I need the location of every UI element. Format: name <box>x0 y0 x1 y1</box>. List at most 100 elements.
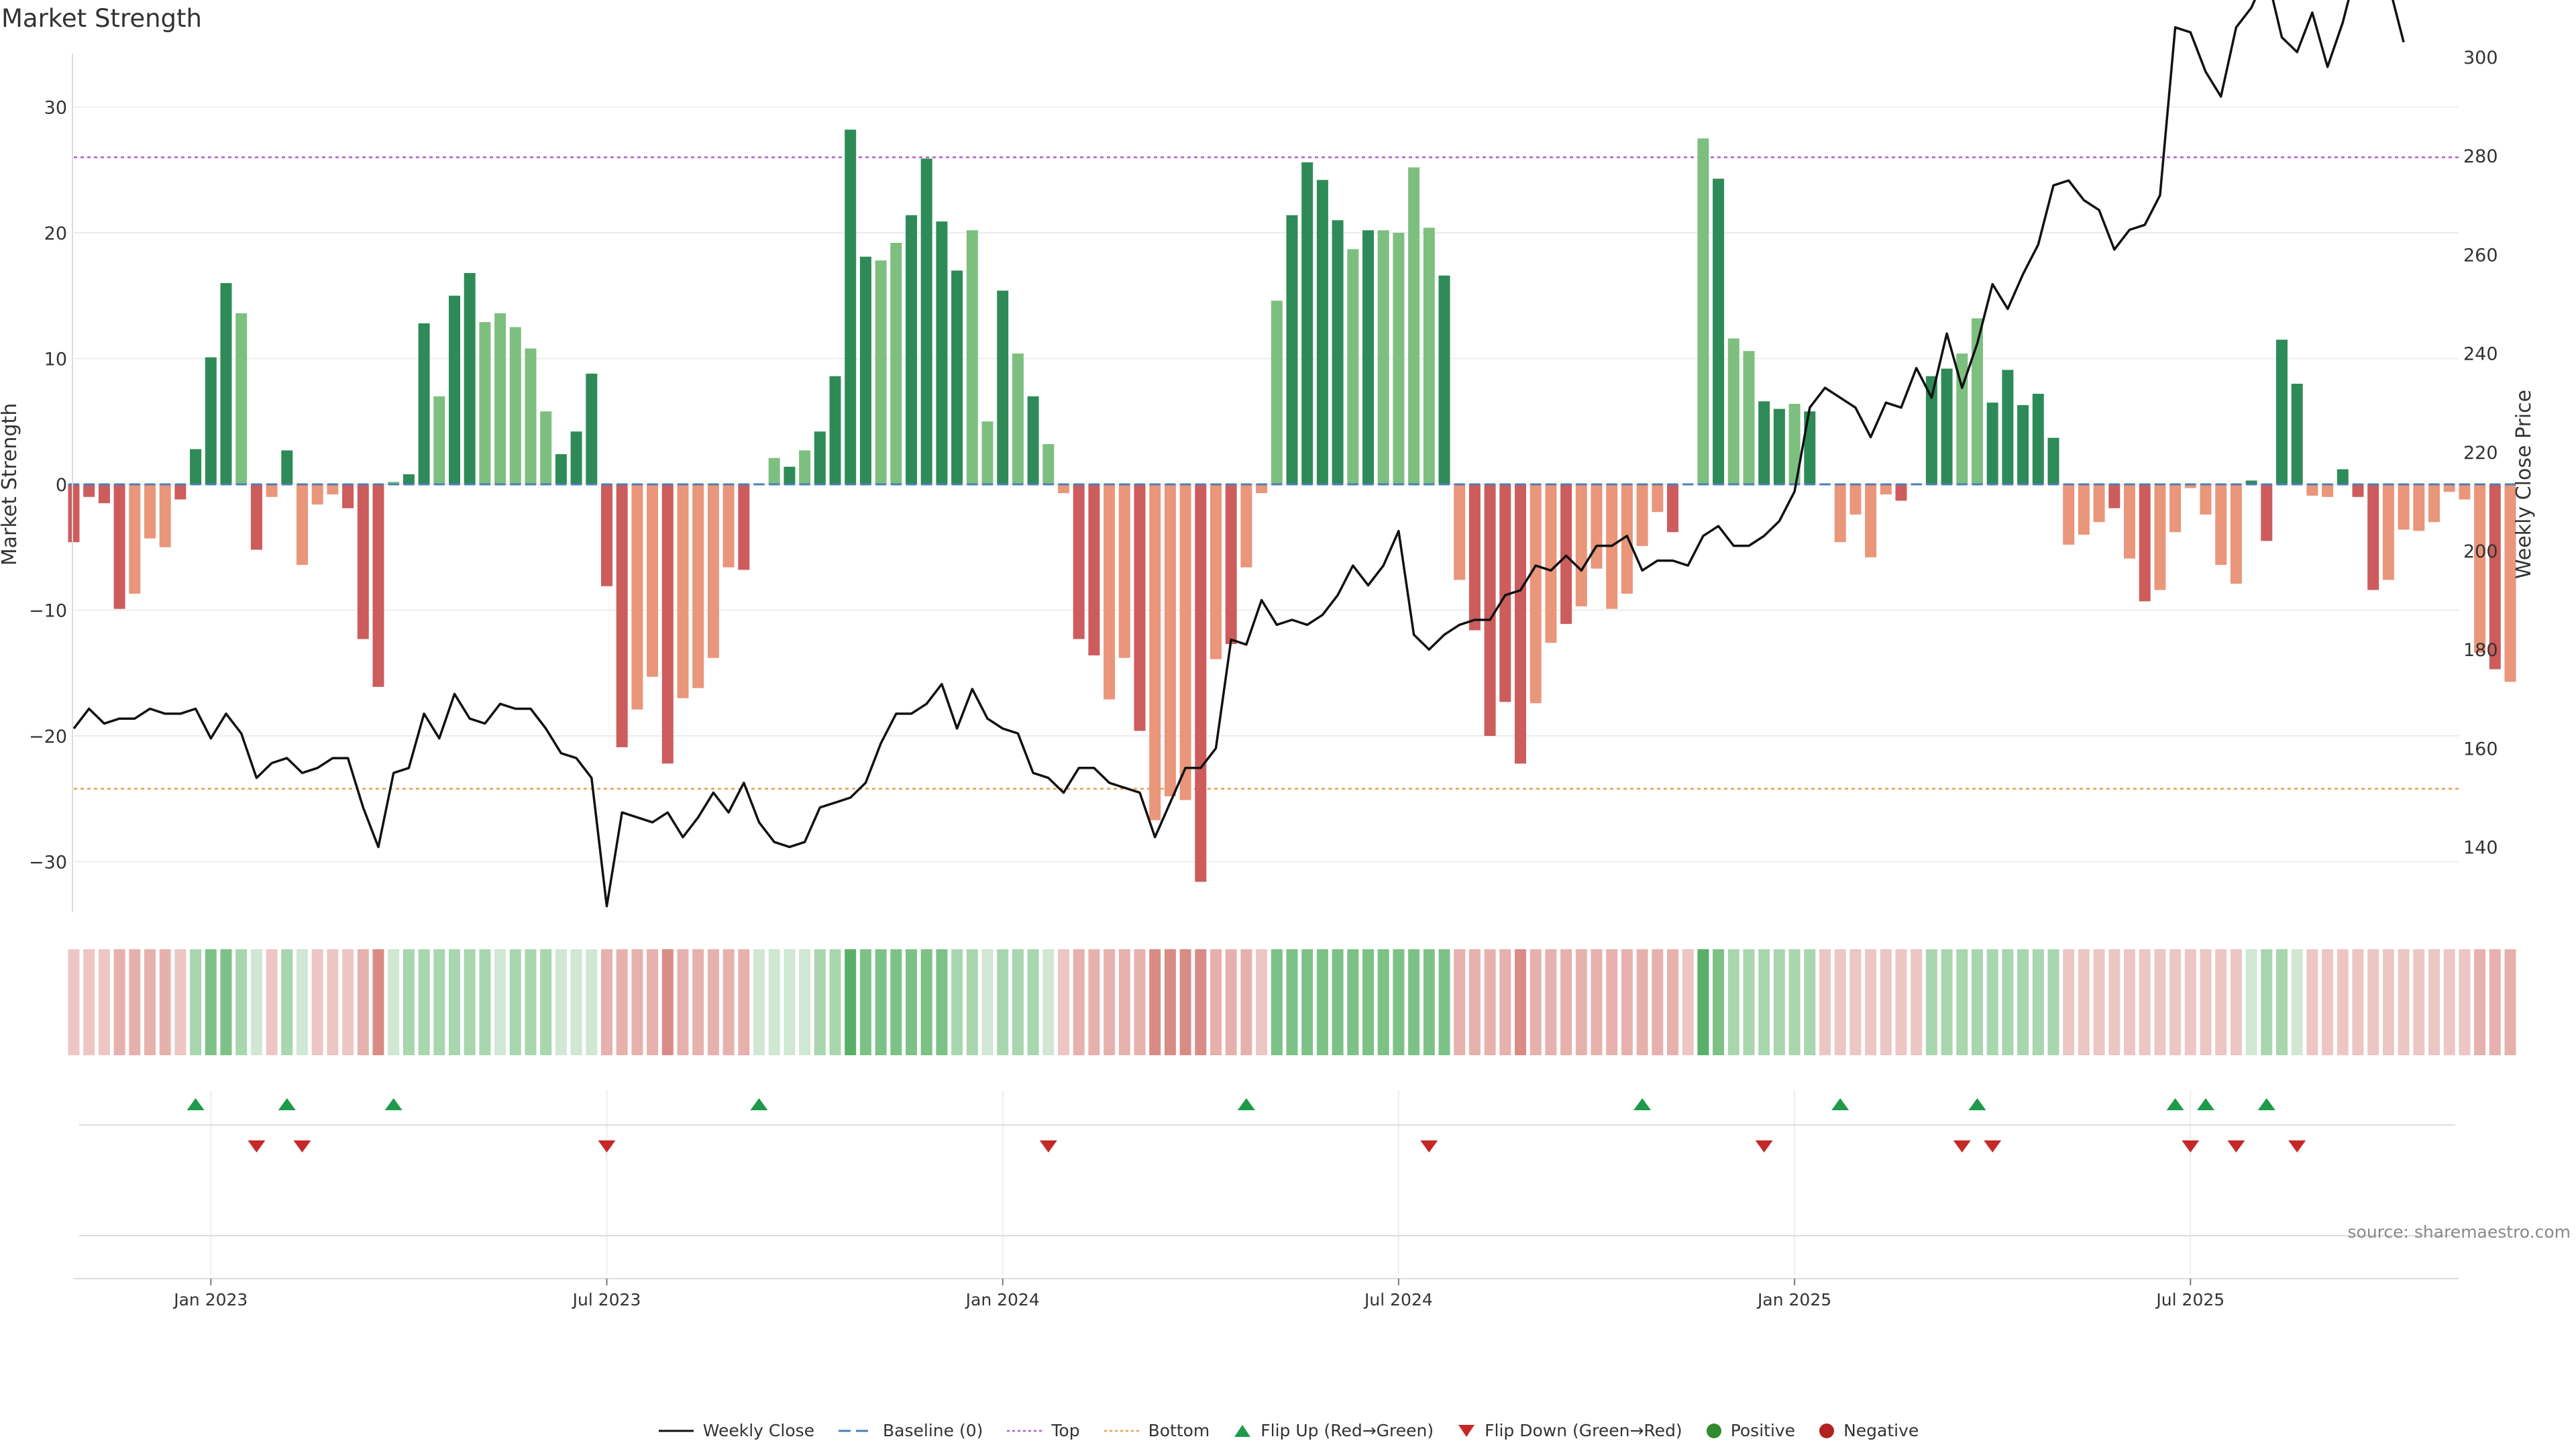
strength-bar <box>859 256 871 484</box>
strength-bar <box>1986 402 1998 484</box>
y-tick-label: −20 <box>29 727 67 747</box>
flip-down-marker <box>2182 1140 2200 1152</box>
legend-label: Positive <box>1730 1421 1796 1440</box>
strip-cell <box>1606 949 1618 1055</box>
strip-cell <box>2139 949 2151 1055</box>
triangle-up-icon <box>1234 1424 1251 1437</box>
flip-up-marker <box>278 1098 296 1110</box>
flip-up-marker <box>750 1098 768 1110</box>
y-tick-label: 20 <box>44 223 67 244</box>
strip-cell <box>631 949 643 1055</box>
strength-bar <box>402 474 415 484</box>
reference-lines <box>74 156 2459 790</box>
strength-bar <box>2047 437 2059 484</box>
strength-bar <box>2474 484 2486 653</box>
flip-down-marker <box>1039 1140 1057 1152</box>
strip-cell <box>1636 949 1648 1055</box>
strip-cell <box>1911 949 1923 1055</box>
strip-cell <box>661 949 674 1055</box>
strip-cell <box>2398 949 2410 1055</box>
legend-label: Bottom <box>1148 1421 1210 1440</box>
strength-bar <box>205 357 217 484</box>
strip-cell <box>2230 949 2242 1055</box>
strip-cell <box>1438 949 1450 1055</box>
strip-cell <box>327 949 339 1055</box>
strength-bar <box>83 484 95 497</box>
strength-bar <box>327 484 339 494</box>
y2-tick-label: 260 <box>2463 245 2498 266</box>
strip-cell <box>525 949 537 1055</box>
strength-bar <box>1286 215 1298 484</box>
strength-bar <box>601 484 612 586</box>
strength-bar <box>1697 138 1709 484</box>
strip-cell <box>1377 949 1389 1055</box>
strip-cell <box>2184 949 2196 1055</box>
strength-bar <box>1972 318 1983 484</box>
strip-cell <box>859 949 871 1055</box>
strength-bar <box>494 313 506 484</box>
strength-bar <box>2032 394 2044 484</box>
strip-cell <box>722 949 735 1055</box>
strength-bar <box>1788 404 1801 484</box>
strip-cell <box>2291 949 2303 1055</box>
strength-bar <box>1377 230 1389 484</box>
strip-cell <box>829 949 841 1055</box>
strength-bar <box>951 270 963 484</box>
strength-bar <box>661 484 674 764</box>
strip-cell <box>601 949 612 1055</box>
strip-cell <box>494 949 506 1055</box>
y2-tick-label: 300 <box>2463 48 2498 68</box>
strip-cell <box>2474 949 2486 1055</box>
strip-cell <box>920 949 932 1055</box>
strip-cell <box>2169 949 2182 1055</box>
strength-bar <box>1118 484 1130 658</box>
strip-cell <box>1819 949 1831 1055</box>
strip-cell <box>372 949 384 1055</box>
strip-cell <box>2443 949 2455 1055</box>
y-tick-label: 0 <box>56 475 67 496</box>
strip-cell <box>2245 949 2257 1055</box>
strength-bar <box>449 295 460 484</box>
strip-cell <box>1667 949 1678 1055</box>
strength-bar <box>2139 484 2151 602</box>
flip-markers <box>79 1098 2455 1236</box>
strength-bar <box>555 454 567 484</box>
strip-cell <box>1225 949 1237 1055</box>
strength-bar <box>722 484 735 568</box>
strip-cell <box>1012 949 1024 1055</box>
strip-cell <box>1134 949 1146 1055</box>
strip-cell <box>2261 949 2273 1055</box>
strength-bar <box>113 484 125 609</box>
flip-down-marker <box>2227 1140 2245 1152</box>
strip-cell <box>2002 949 2014 1055</box>
strip-cell <box>951 949 963 1055</box>
strength-bar <box>1271 301 1283 484</box>
strength-bar <box>357 484 369 639</box>
strength-bar <box>129 484 141 594</box>
strength-bar <box>1773 409 1785 484</box>
strip-cell <box>1484 949 1496 1055</box>
grid-lines <box>74 106 2459 1275</box>
strength-bar <box>1393 233 1405 484</box>
strength-bar <box>570 431 582 484</box>
strip-cell <box>1423 949 1435 1055</box>
strength-bar <box>1408 167 1420 484</box>
strip-cell <box>1271 949 1283 1055</box>
x-tick-label: Jan 2024 <box>965 1290 1040 1309</box>
axes: 30 20 10 0 −10 −20 −30 Market Strength 300 280 260… <box>0 48 2536 912</box>
flip-up-marker <box>1831 1098 1849 1110</box>
strength-bar <box>1210 484 1222 659</box>
strip-cell <box>1773 949 1785 1055</box>
strip-cell <box>1865 949 1877 1055</box>
strength-bar <box>174 484 186 500</box>
strip-cell <box>2047 949 2059 1055</box>
strip-cell <box>2352 949 2364 1055</box>
strength-bar <box>2063 484 2075 545</box>
strip-cell <box>692 949 704 1055</box>
strip-cell <box>570 949 582 1055</box>
strength-bar <box>2489 484 2501 669</box>
flip-down-marker <box>293 1140 311 1152</box>
strength-bar <box>966 230 978 484</box>
y2-axis-label: Weekly Close Price <box>2512 390 2536 579</box>
strength-bar <box>2443 484 2455 492</box>
